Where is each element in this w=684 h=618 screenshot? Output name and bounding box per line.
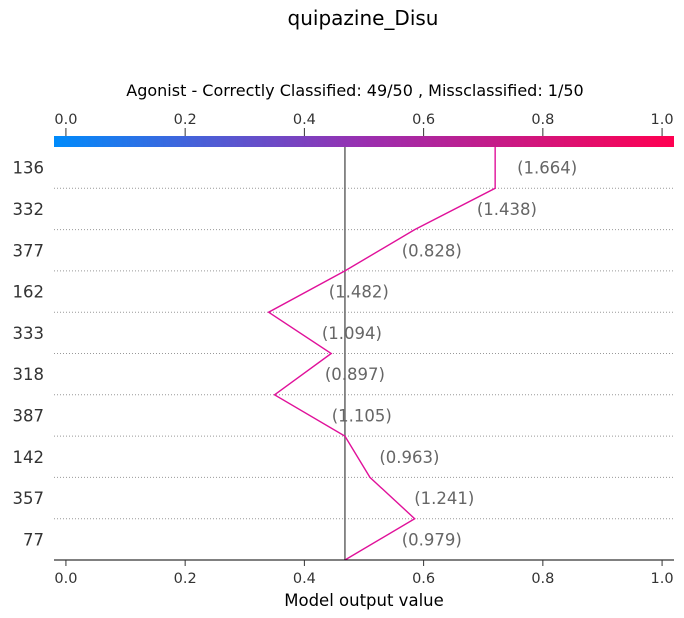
feature-label: 318 xyxy=(13,365,45,384)
colorbar-tick-label: 0.6 xyxy=(412,112,435,128)
x-tick-label: 0.8 xyxy=(531,571,554,587)
feature-value-label: (0.979) xyxy=(402,530,462,549)
colorbar-tick-label: 0.2 xyxy=(174,112,197,128)
feature-label: 357 xyxy=(13,489,45,508)
x-axis-label: Model output value xyxy=(284,591,444,610)
colorbar-tick-label: 0.4 xyxy=(293,112,316,128)
feature-value-label: (1.664) xyxy=(517,159,577,178)
feature-label: 333 xyxy=(13,324,45,343)
x-tick-label: 0.6 xyxy=(412,571,435,587)
feature-value-label: (1.438) xyxy=(477,200,537,219)
feature-value-label: (1.482) xyxy=(329,283,389,302)
x-axis-ticks: 0.0 0.2 0.4 0.6 0.8 1.0 xyxy=(54,560,674,587)
x-tick-label: 0.4 xyxy=(293,571,316,587)
feature-label: 136 xyxy=(13,159,45,178)
colorbar-tick-label: 1.0 xyxy=(651,112,674,128)
feature-value-label: (1.105) xyxy=(332,406,392,425)
colorbar-tick-label: 0.0 xyxy=(54,112,77,128)
feature-value-label: (0.963) xyxy=(379,448,439,467)
x-tick-label: 0.0 xyxy=(54,571,77,587)
x-tick-label: 0.2 xyxy=(174,571,197,587)
feature-value-label: (0.897) xyxy=(325,365,385,384)
feature-rows: 136 (1.664) 332 (1.438) 377 (0.828) 162 (1.482)… xyxy=(13,159,578,550)
feature-label: 387 xyxy=(13,406,45,425)
feature-value-label: (0.828) xyxy=(402,241,462,260)
feature-label: 162 xyxy=(13,283,45,302)
feature-value-label: (1.241) xyxy=(414,489,474,508)
colorbar xyxy=(54,136,674,147)
colorbar-tick-label: 0.8 xyxy=(531,112,554,128)
feature-value-label: (1.094) xyxy=(322,324,382,343)
colorbar-tick-labels: 0.0 0.2 0.4 0.6 0.8 1.0 xyxy=(54,112,674,136)
feature-label: 142 xyxy=(13,448,45,467)
decision-path xyxy=(267,147,496,561)
x-tick-label: 1.0 xyxy=(651,571,674,587)
chart-subtitle: Agonist - Correctly Classified: 49/50 , … xyxy=(126,81,583,100)
feature-label: 332 xyxy=(13,200,45,219)
feature-label: 77 xyxy=(23,530,44,549)
feature-label: 377 xyxy=(13,241,45,260)
row-separators xyxy=(54,187,674,520)
figure-title: quipazine_Disu xyxy=(288,6,439,30)
